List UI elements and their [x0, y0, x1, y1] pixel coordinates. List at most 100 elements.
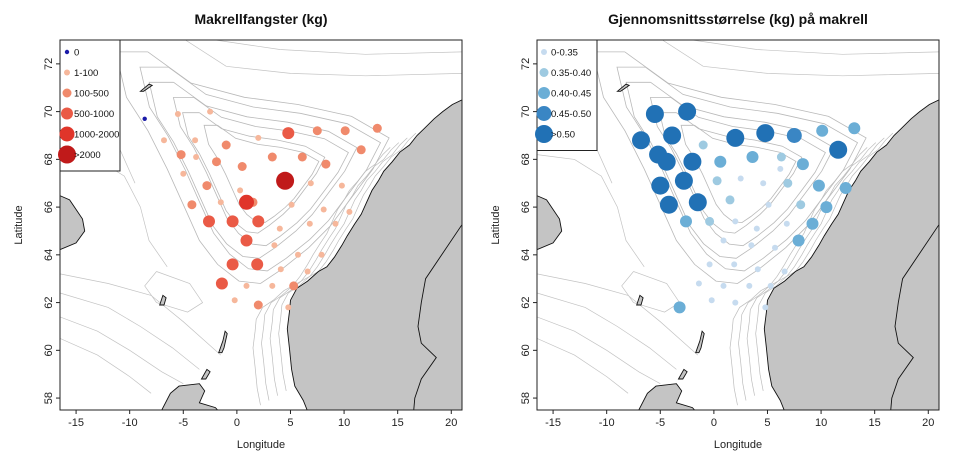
station-point	[187, 200, 197, 210]
station-point	[161, 137, 167, 144]
station-point	[772, 244, 778, 251]
x-axis-label: Longitude	[714, 439, 762, 451]
station-point	[796, 200, 806, 210]
station-point	[731, 261, 738, 268]
legend-symbol	[58, 145, 76, 164]
sweden-border	[413, 223, 462, 410]
station-point	[231, 297, 238, 304]
contour-line	[621, 271, 681, 313]
station-point	[746, 151, 759, 163]
contour-line	[537, 338, 629, 394]
scotland-land	[638, 383, 696, 410]
station-point	[796, 158, 809, 171]
x-tick-label: 5	[764, 417, 770, 429]
contour-line	[729, 147, 868, 406]
station-point	[705, 216, 715, 226]
contour-line	[659, 112, 803, 234]
station-point	[820, 201, 833, 214]
station-point	[812, 179, 825, 192]
legend-label: 100-500	[74, 89, 109, 100]
station-point	[712, 176, 722, 186]
station-point	[792, 234, 805, 247]
station-point	[829, 140, 848, 159]
contour-line	[649, 97, 826, 247]
station-point	[176, 150, 186, 160]
land-masses	[60, 83, 462, 410]
station-point	[240, 234, 253, 247]
contour-line	[269, 137, 408, 396]
contour-line	[755, 132, 894, 391]
station-point	[312, 126, 322, 136]
x-tick-label: 20	[445, 417, 457, 429]
x-axis-label: Longitude	[237, 439, 285, 451]
y-tick-label: 58	[520, 392, 532, 404]
contour-line	[537, 316, 661, 385]
y-tick-label: 62	[520, 296, 532, 308]
map-area	[60, 40, 462, 410]
station-points	[142, 108, 382, 311]
station-point	[180, 170, 187, 177]
station-point	[674, 171, 693, 190]
station-point	[253, 300, 263, 310]
x-tick-label: 15	[869, 417, 881, 429]
station-point	[243, 282, 250, 289]
sweden-border	[890, 223, 939, 410]
x-tick-label: 15	[392, 417, 404, 429]
station-point	[142, 116, 147, 122]
faroe-land	[636, 294, 644, 306]
catch-map-panel: Makrellfangster (kg) -15 -10 -5 0 5 10 15 20 58 60…	[13, 11, 463, 451]
station-point	[318, 251, 325, 258]
x-tick-label: -5	[655, 417, 665, 429]
station-point	[356, 145, 366, 155]
y-tick-label: 60	[43, 344, 55, 356]
station-point	[725, 195, 735, 205]
station-point	[174, 111, 181, 117]
map-area	[537, 40, 939, 410]
station-point	[695, 280, 702, 287]
station-point	[737, 175, 744, 182]
station-point	[320, 206, 327, 213]
norway-land	[763, 99, 939, 410]
scotland-land	[161, 383, 219, 410]
station-point	[848, 122, 861, 135]
station-point	[277, 266, 284, 273]
y-tick-label: 70	[43, 105, 55, 117]
station-point	[288, 201, 295, 208]
x-tick-label: 0	[234, 417, 240, 429]
station-point	[673, 301, 686, 314]
iceland-land	[537, 195, 563, 251]
contour-line	[278, 132, 417, 391]
y-tick-label: 68	[520, 153, 532, 165]
station-point	[659, 195, 678, 214]
legend-label: 0.40-0.45	[551, 89, 591, 100]
station-point	[255, 134, 262, 141]
contour-line	[203, 124, 320, 224]
station-point	[269, 282, 276, 289]
legend-label: 1-100	[74, 68, 98, 79]
contour-line	[537, 292, 677, 370]
legend: 0 1-100 100-500 500-1000 1000-2000 >2000	[58, 39, 121, 172]
station-point	[217, 199, 224, 206]
station-point	[297, 152, 307, 162]
station-point	[657, 152, 676, 171]
station-point	[239, 194, 254, 210]
contour-line	[185, 40, 462, 77]
legend-label: 0.45-0.50	[551, 109, 591, 120]
station-point	[746, 282, 753, 289]
legend-symbol	[64, 69, 70, 76]
plot-frame	[536, 39, 940, 411]
x-tick-label: -15	[68, 417, 84, 429]
y-tick-label: 58	[43, 392, 55, 404]
station-point	[252, 215, 265, 228]
contour-line	[616, 66, 859, 272]
x-tick-label: -10	[122, 417, 138, 429]
legend-symbol	[59, 126, 75, 142]
contour-line	[738, 142, 877, 401]
chart-title: Makrellfangster (kg)	[194, 11, 327, 27]
station-point	[207, 108, 214, 115]
station-point	[295, 251, 301, 258]
station-point	[816, 124, 829, 137]
station-point	[307, 180, 314, 187]
x-tick-label: 5	[287, 417, 293, 429]
